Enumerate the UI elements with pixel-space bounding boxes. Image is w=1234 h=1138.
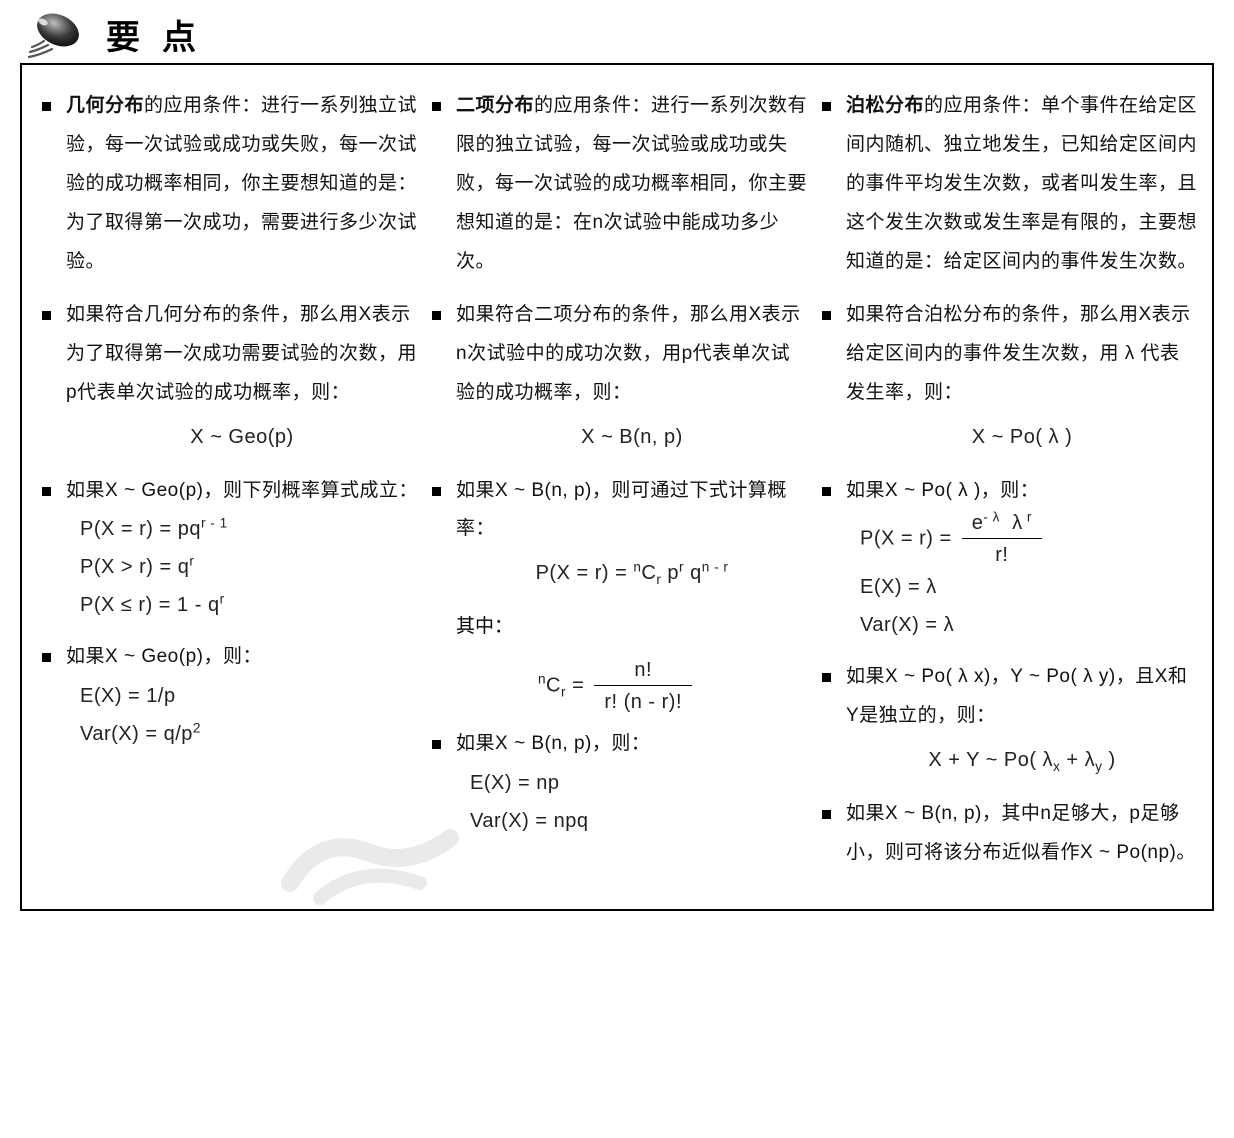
bullet-item: 如果符合几何分布的条件，那么用X表示为了取得第一次成功需要试验的次数，用p代表单… xyxy=(36,296,418,458)
bullet-item: 如果X ~ Po( λ x)，Y ~ Po( λ y)，且X和Y是独立的，则：X… xyxy=(816,658,1198,781)
bullet-list: 泊松分布的应用条件：单个事件在给定区间内随机、独立地发生，已知给定区间内的事件平… xyxy=(816,87,1198,873)
plain-text: 其中： xyxy=(456,608,808,647)
content-box: 几何分布的应用条件：进行一系列独立试验，每一次试验或成功或失败，每一次试验的成功… xyxy=(20,63,1214,911)
bullet-icon xyxy=(26,11,88,59)
bullet-item: 如果符合二项分布的条件，那么用X表示n次试验中的成功次数，用p代表单次试验的成功… xyxy=(426,296,808,458)
formula: P(X > r) = qr xyxy=(80,548,418,586)
formula: X ~ Geo(p) xyxy=(66,417,418,458)
bullet-item: 如果X ~ Po( λ )，则：P(X = r) = e- λ λ rr!E(X… xyxy=(816,472,1198,645)
formula: X ~ B(n, p) xyxy=(456,417,808,458)
formula: Var(X) = λ xyxy=(860,606,1198,644)
formula: P(X ≤ r) = 1 - qr xyxy=(80,586,418,624)
page-title: 要点 xyxy=(106,10,218,59)
formula: P(X = r) = nCr pr qn - r xyxy=(456,553,808,594)
bullet-item: 如果X ~ B(n, p)，则可通过下式计算概率：P(X = r) = nCr … xyxy=(426,472,808,595)
formula: X ~ Po( λ ) xyxy=(846,417,1198,458)
bullet-item: 如果X ~ B(n, p)，其中n足够大，p足够小，则可将该分布近似看作X ~ … xyxy=(816,795,1198,873)
bullet-item: 泊松分布的应用条件：单个事件在给定区间内随机、独立地发生，已知给定区间内的事件平… xyxy=(816,87,1198,282)
formula: X + Y ~ Po( λx + λy ) xyxy=(846,740,1198,781)
bullet-item: 如果X ~ B(n, p)，则：E(X) = npVar(X) = npq xyxy=(426,725,808,840)
page: 要点 几何分布的应用条件：进行一系列独立试验，每一次试验或成功或失败，每一次试验… xyxy=(0,0,1234,931)
header: 要点 xyxy=(26,10,1214,59)
columns-container: 几何分布的应用条件：进行一系列独立试验，每一次试验或成功或失败，每一次试验的成功… xyxy=(36,87,1198,887)
bullet-item: 如果X ~ Geo(p)，则下列概率算式成立：P(X = r) = pqr - … xyxy=(36,472,418,625)
bullet-item: 如果符合泊松分布的条件，那么用X表示给定区间内的事件发生次数，用 λ 代表发生率… xyxy=(816,296,1198,458)
column-1: 几何分布的应用条件：进行一系列独立试验，每一次试验或成功或失败，每一次试验的成功… xyxy=(36,87,418,887)
bullet-list: 几何分布的应用条件：进行一系列独立试验，每一次试验或成功或失败，每一次试验的成功… xyxy=(36,87,418,753)
formula-fraction: P(X = r) = e- λ λ rr! xyxy=(860,510,1198,568)
formula: E(X) = λ xyxy=(860,568,1198,606)
formula: P(X = r) = pqr - 1 xyxy=(80,510,418,548)
column-3: 泊松分布的应用条件：单个事件在给定区间内随机、独立地发生，已知给定区间内的事件平… xyxy=(816,87,1198,887)
bullet-item: 二项分布的应用条件：进行一系列次数有限的独立试验，每一次试验或成功或失败，每一次… xyxy=(426,87,808,282)
formula: E(X) = 1/p xyxy=(80,677,418,715)
formula: E(X) = np xyxy=(470,764,808,802)
formula: Var(X) = q/p2 xyxy=(80,715,418,753)
column-2: 二项分布的应用条件：进行一系列次数有限的独立试验，每一次试验或成功或失败，每一次… xyxy=(426,87,808,887)
bullet-list: 二项分布的应用条件：进行一系列次数有限的独立试验，每一次试验或成功或失败，每一次… xyxy=(426,87,808,840)
formula: Var(X) = npq xyxy=(470,802,808,840)
bullet-item: 如果X ~ Geo(p)，则：E(X) = 1/pVar(X) = q/p2 xyxy=(36,638,418,753)
formula-fraction: nCr = n!r! (n - r)! xyxy=(426,657,808,715)
bullet-item: 几何分布的应用条件：进行一系列独立试验，每一次试验或成功或失败，每一次试验的成功… xyxy=(36,87,418,282)
